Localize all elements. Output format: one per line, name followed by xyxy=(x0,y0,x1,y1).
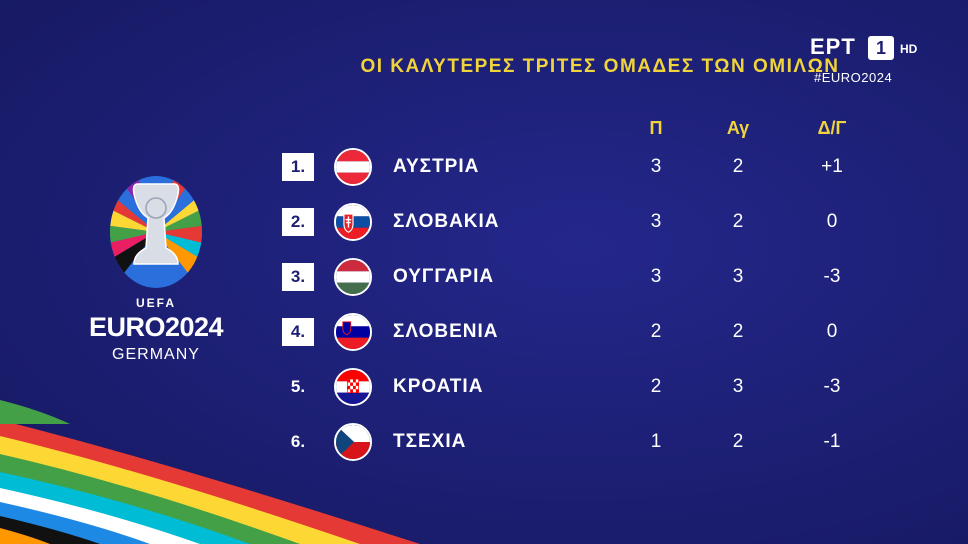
rank-badge: 1. xyxy=(282,153,314,181)
rank-badge: 2. xyxy=(282,208,314,236)
matches-value: 2 xyxy=(732,211,744,232)
uefa-wordmark: UEFA xyxy=(135,296,176,310)
trophy-icon xyxy=(110,176,202,288)
table-row: 6. ΤΣΕΧΙΑ 1 2 -1 xyxy=(0,423,968,467)
team-name: ΤΣΕΧΙΑ xyxy=(393,431,467,452)
points-value: 3 xyxy=(650,266,662,287)
points-value: 2 xyxy=(650,321,662,342)
euro2024-wordmark: EURO2024 xyxy=(88,312,224,342)
goal-diff-value: 0 xyxy=(826,321,838,342)
points-value: 2 xyxy=(650,376,662,397)
matches-value: 2 xyxy=(732,156,744,177)
euro2024-logo: UEFA EURO2024 GERMANY xyxy=(76,172,236,382)
team-name: ΣΛΟΒΑΚΙΑ xyxy=(393,211,500,232)
matches-header: Αγ xyxy=(726,118,750,138)
points-header: Π xyxy=(649,118,663,138)
decorative-stripes xyxy=(0,400,420,544)
goal-diff-value: -1 xyxy=(823,431,841,452)
table-row: 1. ΑΥΣΤΡΙΑ 3 2 +1 xyxy=(0,148,968,192)
table-row: 3. ΟΥΓΓΑΡΙΑ 3 3 -3 xyxy=(0,258,968,302)
austria-flag-icon xyxy=(334,148,372,186)
matches-value: 2 xyxy=(732,321,744,342)
rank-label: 6. xyxy=(290,432,306,451)
croatia-flag-icon xyxy=(334,368,372,406)
germany-wordmark: GERMANY xyxy=(112,346,200,363)
broadcaster-logo: ΕΡΤ 1 HD #EURO2024 xyxy=(810,34,930,94)
team-name: ΣΛΟΒΕΝΙΑ xyxy=(393,321,499,342)
hungary-flag-icon xyxy=(334,258,372,296)
table-row: 5. ΚΡΟΑΤΙΑ 2 3 -3 xyxy=(0,368,968,412)
goal-diff-value: 0 xyxy=(826,211,838,232)
matches-value: 2 xyxy=(732,431,744,452)
slovenia-flag-icon xyxy=(334,313,372,351)
goal-diff-value: -3 xyxy=(823,376,841,397)
rank-label: 5. xyxy=(290,377,306,396)
rank-badge: 3. xyxy=(282,263,314,291)
channel-number: 1 xyxy=(868,36,894,60)
points-value: 3 xyxy=(650,156,662,177)
broadcaster-name: ΕΡΤ xyxy=(810,34,856,59)
team-name: ΟΥΓΓΑΡΙΑ xyxy=(393,266,495,287)
hd-badge: HD xyxy=(900,42,918,56)
hashtag: #EURO2024 xyxy=(814,70,893,85)
rank-badge: 4. xyxy=(282,318,314,346)
table-row: 4. ΣΛΟΒΕΝΙΑ 2 2 0 xyxy=(0,313,968,357)
points-value: 1 xyxy=(650,431,662,452)
matches-value: 3 xyxy=(732,376,744,397)
goal-diff-header: Δ/Γ xyxy=(817,118,847,138)
points-value: 3 xyxy=(650,211,662,232)
matches-value: 3 xyxy=(732,266,744,287)
goal-diff-value: +1 xyxy=(821,156,843,177)
slovakia-flag-icon xyxy=(334,203,372,241)
czechia-flag-icon xyxy=(334,423,372,461)
page-title: ΟΙ ΚΑΛΥΤΕΡΕΣ ΤΡΙΤΕΣ ΟΜΑΔΕΣ ΤΩΝ ΟΜΙΛΩΝ xyxy=(360,56,840,77)
team-name: ΑΥΣΤΡΙΑ xyxy=(393,156,480,177)
table-row: 2. ΣΛΟΒΑΚΙΑ 3 2 0 xyxy=(0,203,968,247)
team-name: ΚΡΟΑΤΙΑ xyxy=(393,376,484,397)
goal-diff-value: -3 xyxy=(823,266,841,287)
